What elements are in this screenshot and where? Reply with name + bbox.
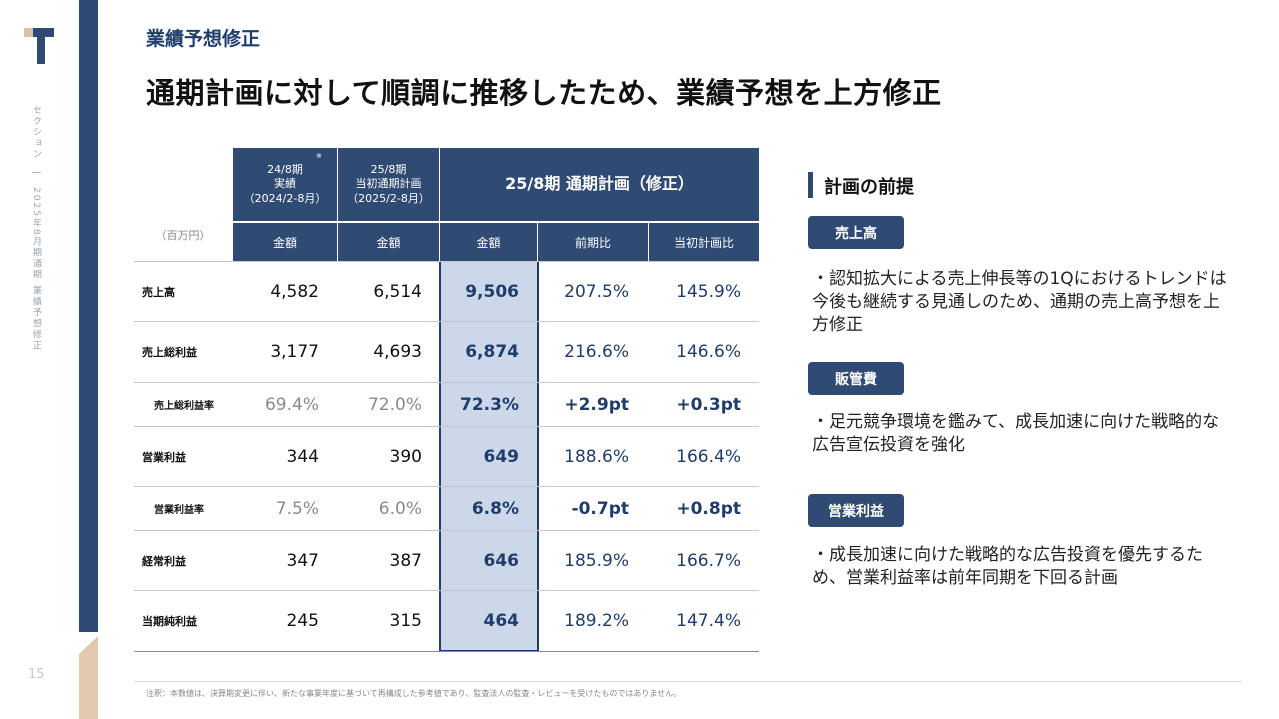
row-label: 営業利益 <box>142 450 186 464</box>
cell-value: -0.7pt <box>571 498 629 519</box>
decorative-band-tan <box>79 636 98 719</box>
sub-header-amount-2: 金額 <box>338 223 439 261</box>
section-title: 業績予想修正 <box>146 28 261 50</box>
page-number: 15 <box>28 667 45 682</box>
row-label: 経常利益 <box>142 554 186 568</box>
sub-header-amount-3: 金額 <box>440 223 537 261</box>
sub-header-yoy: 前期比 <box>538 223 648 261</box>
premise-title: 計画の前提 <box>824 177 914 198</box>
cell-value: 166.4% <box>676 446 741 467</box>
row-label: 営業利益率 <box>154 505 204 516</box>
cell-value: 315 <box>389 611 422 631</box>
row-label: 売上総利益率 <box>154 401 214 412</box>
premise-tag-sales: 売上高 <box>808 216 904 249</box>
cell-value: 166.7% <box>676 550 741 571</box>
cell-value: 6.0% <box>378 498 422 519</box>
col-header-prev-actual: 24/8期 実績 （2024/2-8月） <box>233 148 337 221</box>
footer-divider <box>134 681 1242 682</box>
company-logo <box>24 28 54 64</box>
premise-text-operating-profit: ・成長加速に向けた戦略的な広告投資を優先するため、営業利益率は前年同期を下回る計… <box>812 545 1203 588</box>
cell-value: 387 <box>389 550 422 571</box>
decorative-band-navy <box>79 0 98 632</box>
col-header-revised-plan: 25/8期 通期計画（修正） <box>440 148 759 221</box>
cell-value: 185.9% <box>564 550 629 571</box>
cell-value: 188.6% <box>564 446 629 467</box>
cell-value: 9,506 <box>465 281 519 302</box>
cell-value: 189.2% <box>564 611 629 631</box>
cell-value: 6,874 <box>465 342 519 362</box>
cell-value: 646 <box>483 550 520 571</box>
cell-value: 216.6% <box>564 342 629 362</box>
cell-value: 4,582 <box>270 281 319 302</box>
cell-value: 4,693 <box>373 342 422 362</box>
premise-tag-operating-profit: 営業利益 <box>808 494 904 527</box>
cell-value: 649 <box>483 446 520 467</box>
cell-value: 344 <box>286 446 319 467</box>
row-label: 当期純利益 <box>142 615 197 628</box>
premise-title-bar <box>808 172 813 198</box>
cell-value: 69.4% <box>264 394 319 415</box>
premise-text-sales: ・認知拡大による売上伸長等の1Qにおけるトレンドは今後も継続する見通しのため、通… <box>812 269 1227 335</box>
cell-value: 147.4% <box>676 611 741 631</box>
cell-value: 390 <box>389 446 422 467</box>
premise-tag-sga: 販管費 <box>808 362 904 395</box>
cell-value: 6.8% <box>471 498 519 519</box>
footnote-mark: ※ <box>316 152 322 160</box>
cell-value: 245 <box>286 611 319 631</box>
decorative-band-cut <box>79 612 98 632</box>
section-vertical-label: セクション | 2025年8月期通期 業績予想修正 <box>31 105 41 352</box>
cell-value: +0.8pt <box>676 498 741 519</box>
page-headline: 通期計画に対して順調に推移したため、業績予想を上方修正 <box>146 76 942 110</box>
cell-value: 145.9% <box>676 281 741 302</box>
cell-value: 6,514 <box>373 281 422 302</box>
premise-text-sga: ・足元競争環境を鑑みて、成長加速に向けた戦略的な広告宣伝投資を強化 <box>812 412 1220 455</box>
revised-plan-highlight <box>439 261 539 652</box>
cell-value: 347 <box>286 550 319 571</box>
cell-value: 72.3% <box>460 394 519 415</box>
cell-value: +0.3pt <box>676 394 741 415</box>
cell-value: 3,177 <box>270 342 319 362</box>
sub-header-amount-1: 金額 <box>233 223 337 261</box>
cell-value: 72.0% <box>367 394 422 415</box>
cell-value: 207.5% <box>564 281 629 302</box>
cell-value: 146.6% <box>676 342 741 362</box>
sidebar <box>0 0 78 719</box>
col-header-initial-plan: 25/8期 当初通期計画 （2025/2-8月） <box>338 148 439 221</box>
cell-value: 464 <box>483 611 520 631</box>
sub-header-vs-plan: 当初計画比 <box>649 223 759 261</box>
table-unit-label: （百万円） <box>155 229 211 242</box>
row-label: 売上高 <box>142 285 175 299</box>
cell-value: 7.5% <box>275 498 319 519</box>
row-label: 売上総利益 <box>142 346 197 359</box>
footnote: 注釈：本数値は、決算期変更に伴い、新たな事業年度に基づいて再構成した参考値であり… <box>146 689 682 698</box>
cell-value: +2.9pt <box>564 394 629 415</box>
